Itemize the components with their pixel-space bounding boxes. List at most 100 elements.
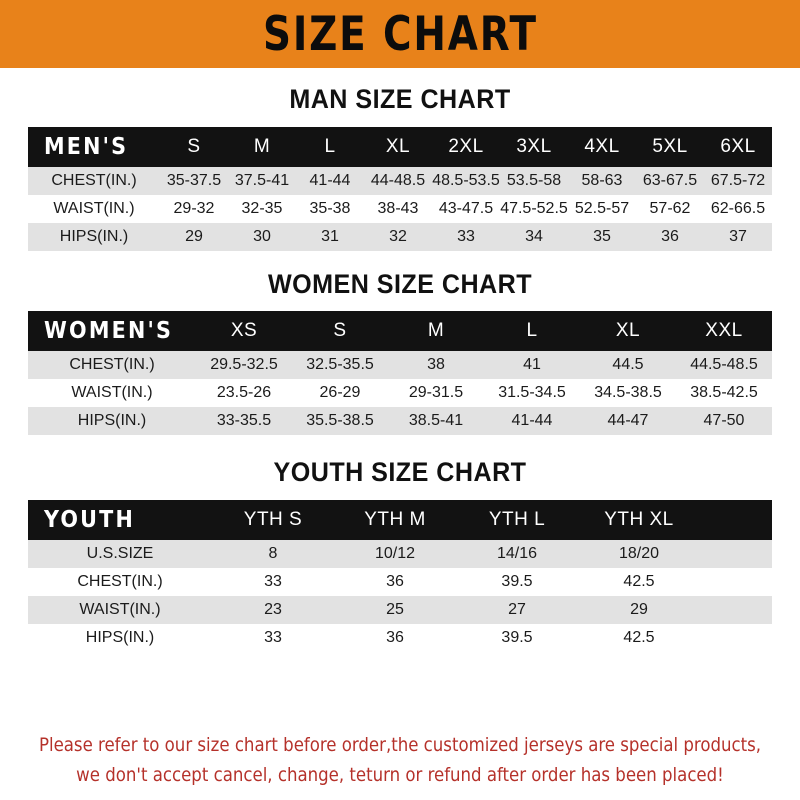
section-title-women: WOMEN SIZE CHART	[267, 269, 533, 299]
cell-spacer	[700, 540, 772, 568]
cell: 29.5-32.5	[210, 356, 278, 373]
column-header-size: YTH L	[488, 509, 546, 530]
cell: 44-48.5	[370, 172, 426, 189]
cell: 58-63	[581, 172, 623, 189]
column-header-size: XL	[615, 320, 641, 341]
cell: 36	[661, 228, 679, 245]
disclaimer-line-2: we don't accept cancel, change, teturn o…	[76, 764, 724, 786]
column-header-size: S	[187, 136, 201, 157]
cell: 23	[264, 601, 282, 618]
table-header-row-youth: YOUTH YTH S YTH M YTH L YTH XL	[28, 500, 772, 540]
cell: 37.5-41	[234, 172, 290, 189]
table-row: WAIST(IN.) 23.5-26 26-29 29-31.5 31.5-34…	[28, 379, 772, 407]
cell: 35-38	[309, 200, 351, 217]
cell: 29-31.5	[408, 384, 464, 401]
row-label: CHEST(IN.)	[51, 172, 137, 189]
column-header-size: YTH M	[364, 509, 426, 530]
table-row: WAIST(IN.) 23 25 27 29	[28, 596, 772, 624]
cell: 41-44	[309, 172, 351, 189]
row-label: HIPS(IN.)	[59, 228, 129, 245]
column-header-size: YTH S	[243, 509, 303, 530]
row-label: WAIST(IN.)	[71, 384, 153, 401]
column-header-size: YTH XL	[604, 509, 674, 530]
table-row: HIPS(IN.) 33-35.5 35.5-38.5 38.5-41 41-4…	[28, 407, 772, 435]
column-header-size: 5XL	[652, 136, 688, 157]
disclaimer-note: Please refer to our size chart before or…	[12, 730, 788, 790]
cell: 33	[264, 573, 282, 590]
column-header-size: XS	[230, 320, 258, 341]
cell: 29-32	[173, 200, 215, 217]
cell: 23.5-26	[216, 384, 272, 401]
column-header-size: XXL	[705, 320, 743, 341]
cell: 26-29	[319, 384, 361, 401]
row-label: U.S.SIZE	[86, 545, 154, 562]
column-header-size: S	[333, 320, 347, 341]
cell: 37	[729, 228, 747, 245]
section-women: WOMEN SIZE CHART WOMEN'S XS S M L XL XXL	[0, 269, 800, 435]
table-header-row-man: MEN'S S M L XL 2XL 3XL 4XL 5XL 6XL	[28, 127, 772, 167]
cell: 63-67.5	[642, 172, 698, 189]
cell: 27	[508, 601, 526, 618]
size-table-women: WOMEN'S XS S M L XL XXL CHEST(IN.) 29.5-…	[28, 311, 772, 435]
section-youth: YOUTH SIZE CHART YOUTH YTH S YTH M YTH L…	[0, 457, 800, 652]
cell: 36	[386, 573, 404, 590]
row-label: WAIST(IN.)	[79, 601, 161, 618]
cell: 32.5-35.5	[306, 356, 374, 373]
table-row: CHEST(IN.) 29.5-32.5 32.5-35.5 38 41 44.…	[28, 351, 772, 379]
section-man: MAN SIZE CHART MEN'S S M L XL 2XL 3XL 4X…	[0, 84, 800, 251]
column-header-size: 2XL	[448, 136, 484, 157]
cell: 39.5	[501, 573, 533, 590]
page-title: SIZE CHART	[262, 6, 538, 62]
cell: 33	[457, 228, 475, 245]
table-row: HIPS(IN.) 33 36 39.5 42.5	[28, 624, 772, 652]
cell-spacer	[700, 596, 772, 624]
cell: 53.5-58	[506, 172, 562, 189]
page-banner: SIZE CHART	[0, 0, 800, 68]
cell: 43-47.5	[438, 200, 494, 217]
cell: 38.5-41	[408, 412, 464, 429]
table-wrapper-man: MEN'S S M L XL 2XL 3XL 4XL 5XL 6XL CHEST…	[28, 127, 772, 251]
cell: 35-37.5	[166, 172, 222, 189]
table-header-label-men: MEN'S	[44, 134, 129, 160]
table-wrapper-women: WOMEN'S XS S M L XL XXL CHEST(IN.) 29.5-…	[28, 311, 772, 435]
column-header-size: M	[253, 136, 271, 157]
cell: 38	[427, 356, 445, 373]
cell: 30	[253, 228, 271, 245]
row-label: CHEST(IN.)	[77, 573, 163, 590]
size-table-youth: YOUTH YTH S YTH M YTH L YTH XL U.S.SIZE …	[28, 500, 772, 652]
section-title-youth: YOUTH SIZE CHART	[273, 457, 527, 487]
cell: 31	[321, 228, 339, 245]
row-label: WAIST(IN.)	[53, 200, 135, 217]
cell: 57-62	[649, 200, 691, 217]
cell: 52.5-57	[574, 200, 630, 217]
cell: 33	[264, 629, 282, 646]
table-header-label-womens: WOMEN'S	[44, 318, 174, 344]
column-header-size: 4XL	[584, 136, 620, 157]
table-header-label-youth: YOUTH	[44, 507, 135, 533]
cell: 18/20	[618, 545, 660, 562]
table-row: HIPS(IN.) 29 30 31 32 33 34 35 36 37	[28, 223, 772, 251]
cell: 8	[268, 545, 278, 562]
cell: 38-43	[377, 200, 419, 217]
column-header-size: XL	[385, 136, 411, 157]
row-label: HIPS(IN.)	[85, 629, 155, 646]
table-wrapper-youth: YOUTH YTH S YTH M YTH L YTH XL U.S.SIZE …	[28, 500, 772, 652]
cell: 34	[525, 228, 543, 245]
cell: 35	[593, 228, 611, 245]
cell: 47.5-52.5	[500, 200, 568, 217]
row-label: HIPS(IN.)	[77, 412, 147, 429]
column-header-size: 3XL	[516, 136, 552, 157]
cell: 32-35	[241, 200, 283, 217]
cell: 35.5-38.5	[306, 412, 374, 429]
cell: 41-44	[511, 412, 553, 429]
column-header-size: M	[427, 320, 445, 341]
cell: 10/12	[374, 545, 416, 562]
cell: 34.5-38.5	[594, 384, 662, 401]
cell: 41	[523, 356, 541, 373]
table-header-row-women: WOMEN'S XS S M L XL XXL	[28, 311, 772, 351]
table-row: U.S.SIZE 8 10/12 14/16 18/20	[28, 540, 772, 568]
cell: 38.5-42.5	[690, 384, 758, 401]
cell: 48.5-53.5	[432, 172, 500, 189]
cell: 62-66.5	[710, 200, 766, 217]
cell: 29	[630, 601, 648, 618]
